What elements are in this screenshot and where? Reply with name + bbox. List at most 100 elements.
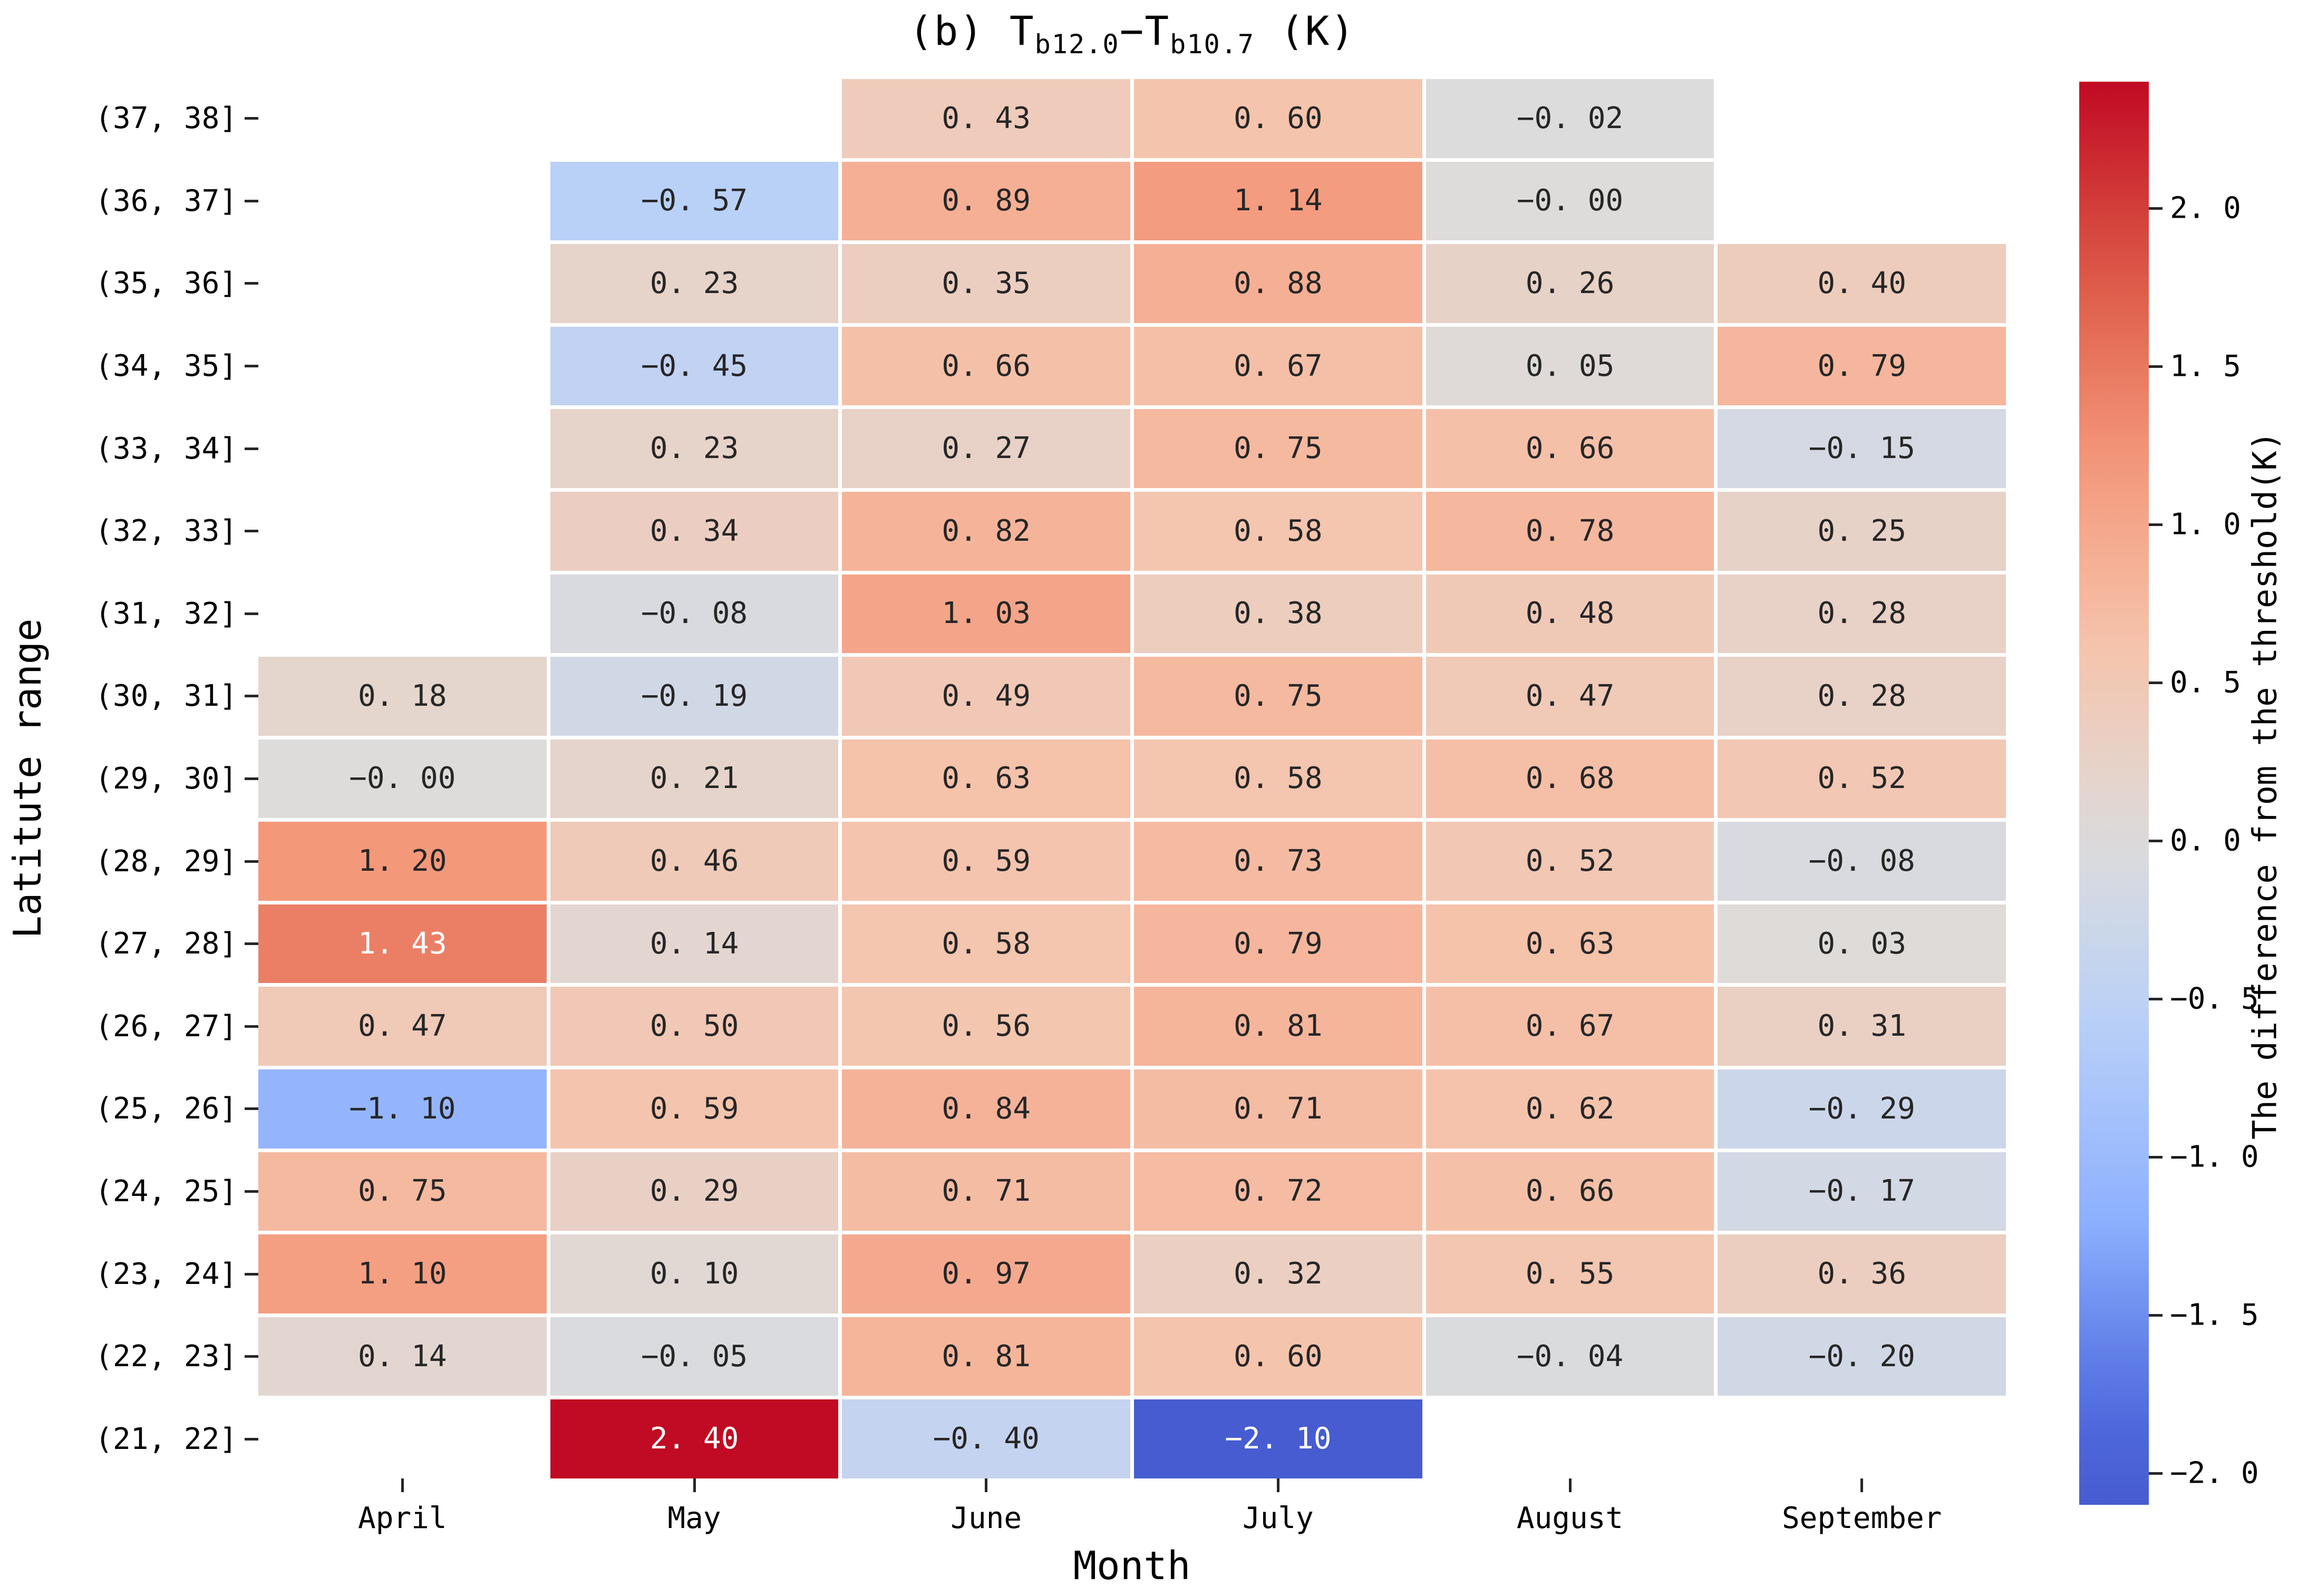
heatmap-cell: 0. 75: [258, 1152, 547, 1231]
y-tick-label: (26, 27]: [95, 1009, 237, 1044]
title-part2: −T: [1119, 7, 1170, 54]
x-axis-label: Month: [1073, 1543, 1191, 1589]
heatmap-cell-empty: [258, 492, 547, 571]
heatmap-cell: 0. 88: [1134, 244, 1422, 323]
heatmap-cell: 0. 55: [1426, 1234, 1714, 1313]
heatmap-cell: −0. 00: [258, 739, 547, 819]
heatmap-cell: 0. 03: [1718, 904, 2006, 984]
heatmap-cell: 0. 67: [1426, 987, 1714, 1066]
colorbar-tick-mark: [2149, 1155, 2163, 1159]
heatmap-cell: 1. 03: [842, 574, 1130, 654]
heatmap-cell: 0. 81: [1134, 987, 1422, 1066]
heatmap-cell: 0. 72: [1134, 1152, 1422, 1231]
heatmap-cell: −0. 15: [1718, 409, 2006, 488]
heatmap-cell: 0. 14: [258, 1317, 547, 1396]
heatmap-cell: −0. 45: [550, 326, 839, 406]
y-tick-label: (35, 36]: [95, 266, 237, 301]
heatmap-cell: −1. 10: [258, 1069, 547, 1149]
heatmap-cell: 0. 60: [1134, 79, 1422, 158]
heatmap-cell: 0. 79: [1718, 326, 2006, 406]
heatmap-cell: 0. 59: [550, 1069, 839, 1149]
heatmap-cell: −0. 17: [1718, 1152, 2006, 1231]
colorbar-tick-label: 2. 0: [2170, 191, 2241, 226]
y-tick-label: (24, 25]: [95, 1174, 237, 1209]
heatmap-cell: −0. 05: [550, 1317, 839, 1396]
heatmap-cell: 0. 47: [1426, 657, 1714, 736]
colorbar-tick-mark: [2149, 997, 2163, 1000]
heatmap-cell: 0. 73: [1134, 822, 1422, 901]
heatmap-cell: 0. 89: [842, 161, 1130, 241]
colorbar-tick-label: −1. 5: [2170, 1298, 2259, 1332]
heatmap-cell: 0. 40: [1718, 244, 2006, 323]
heatmap-cell: 0. 81: [842, 1317, 1130, 1396]
colorbar-tick-label: 1. 5: [2170, 349, 2241, 384]
heatmap-cell: 0. 26: [1426, 244, 1714, 323]
colorbar-label: The difference from the threshold(K): [2245, 431, 2284, 1140]
heatmap-cell: 0. 50: [550, 987, 839, 1066]
heatmap-cell: 0. 82: [842, 491, 1130, 571]
y-tick-mark: [245, 1272, 258, 1276]
colorbar-tick-mark: [2149, 523, 2163, 526]
title-part3: (K): [1255, 7, 1356, 54]
heatmap-cell: 0. 67: [1134, 326, 1422, 406]
heatmap-grid: 0. 43 0. 60 −0. 02 −0. 57 0. 89 1. 14 −0. 00 0.…: [258, 79, 2006, 1478]
y-tick-mark: [245, 447, 258, 450]
heatmap-cell: −0. 19: [550, 657, 839, 736]
heatmap-cell: 0. 58: [842, 904, 1130, 984]
colorbar-tick-label: 0. 0: [2170, 823, 2241, 858]
y-tick-label: (36, 37]: [95, 183, 237, 218]
heatmap-cell: 0. 25: [1718, 491, 2006, 571]
heatmap-cell: 0. 63: [842, 739, 1130, 819]
heatmap-cell: −0. 57: [550, 161, 839, 241]
heatmap-cell: 0. 49: [842, 657, 1130, 736]
heatmap-cell: 1. 14: [1134, 161, 1422, 241]
colorbar-gradient: [2079, 82, 2149, 1505]
heatmap-cell: 0. 48: [1426, 574, 1714, 654]
colorbar-tick-label: −2. 0: [2170, 1456, 2259, 1491]
x-tick-label: May: [667, 1501, 721, 1535]
y-tick-mark: [245, 1437, 258, 1441]
heatmap-cell: 0. 66: [842, 326, 1130, 406]
x-tick-label: April: [358, 1501, 447, 1535]
y-tick-label: (21, 22]: [95, 1422, 237, 1456]
heatmap-cell: 0. 28: [1718, 657, 2006, 736]
heatmap-cell: 0. 14: [550, 904, 839, 984]
heatmap-cell: 0. 62: [1426, 1069, 1714, 1149]
heatmap-cell: −0. 29: [1718, 1069, 2006, 1149]
heatmap-cell-empty: [258, 409, 547, 488]
heatmap-cell: 0. 79: [1134, 904, 1422, 984]
heatmap-cell-empty: [258, 162, 547, 241]
y-tick-label: (33, 34]: [95, 431, 237, 466]
x-tick-mark: [693, 1478, 696, 1492]
heatmap-cell: 0. 38: [1134, 574, 1422, 654]
heatmap-cell: 0. 36: [1718, 1234, 2006, 1313]
heatmap-cell: 0. 29: [550, 1152, 839, 1231]
heatmap-cell: −0. 04: [1426, 1317, 1714, 1396]
heatmap-cell: 0. 52: [1718, 739, 2006, 819]
y-tick-label: (34, 35]: [95, 349, 237, 384]
y-tick-label: (30, 31]: [95, 679, 237, 714]
heatmap-cell: 0. 27: [842, 409, 1130, 488]
heatmap-cell-empty: [1718, 79, 2006, 158]
y-tick-label: (25, 26]: [95, 1092, 237, 1126]
heatmap-cell: 1. 10: [258, 1234, 547, 1313]
heatmap-cell: 0. 66: [1426, 409, 1714, 488]
heatmap-cell: −0. 00: [1426, 161, 1714, 241]
y-tick-mark: [245, 695, 258, 698]
colorbar-tick-mark: [2149, 1472, 2163, 1475]
heatmap-cell: 0. 31: [1718, 987, 2006, 1066]
heatmap-cell: 0. 21: [550, 739, 839, 819]
y-tick-mark: [245, 282, 258, 285]
y-tick-mark: [245, 117, 258, 120]
heatmap-cell: 0. 59: [842, 822, 1130, 901]
heatmap-cell: 0. 68: [1426, 739, 1714, 819]
heatmap-cell: 1. 43: [258, 904, 547, 984]
heatmap-cell: 0. 18: [258, 657, 547, 736]
heatmap-cell: 0. 28: [1718, 574, 2006, 654]
heatmap-cell: 0. 78: [1426, 491, 1714, 571]
heatmap-cell: 0. 60: [1134, 1317, 1422, 1396]
heatmap-cell: −2. 10: [1134, 1399, 1422, 1478]
y-tick-label: (32, 33]: [95, 514, 237, 549]
heatmap-cell: 0. 34: [550, 491, 839, 571]
y-tick-mark: [245, 1355, 258, 1358]
